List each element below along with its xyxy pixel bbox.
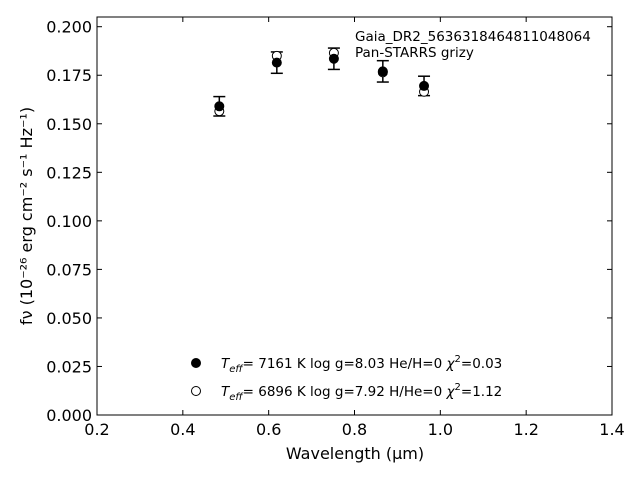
x-tick-label: 0.6 (256, 420, 281, 439)
legend-entry-2-logg: 7.92 (355, 384, 385, 400)
y-tick-label: 0.025 (46, 357, 92, 376)
x-tick-label: 0.4 (170, 420, 195, 439)
object-name-label: Gaia_DR2_5636318464811048064 (355, 29, 591, 45)
x-axis-label: Wavelength (μm) (286, 444, 424, 463)
legend-marker-filled (191, 358, 201, 368)
y-tick-label: 0.050 (46, 309, 92, 328)
y-tick-label: 0.125 (46, 163, 92, 182)
legend-entry-1-logg: 8.03 (355, 356, 385, 372)
x-tick-label: 1.0 (428, 420, 453, 439)
y-tick-label: 0.075 (46, 260, 92, 279)
x-tick-label: 0.2 (84, 420, 109, 439)
filled-circle-point (377, 66, 388, 77)
y-axis-label: fν (10⁻²⁶ erg cm⁻² s⁻¹ Hz⁻¹) (17, 107, 36, 325)
filled-circle-point (214, 101, 225, 112)
plot-frame (96, 16, 613, 416)
legend-marker-open (191, 386, 201, 396)
legend-entry-2-chi2: 1.12 (472, 384, 502, 400)
data-markers (214, 47, 430, 117)
y-tick-label: 0.150 (46, 115, 92, 134)
y-tick-label: 0.100 (46, 212, 92, 231)
y-tick-label: 0.000 (46, 406, 92, 425)
legend-entry-1-chi2: 0.03 (472, 356, 502, 372)
legend-entry-2-teff: 6896 (258, 384, 292, 400)
y-tick-label: 0.175 (46, 66, 92, 85)
tick-labels: 0.2 0.4 0.6 0.8 1.0 1.2 1.4 0.000 0.025 0.050 0.07… (46, 18, 625, 439)
filled-circle-point (271, 57, 282, 68)
x-tick-label: 1.2 (513, 420, 538, 439)
filled-circle-point (328, 53, 339, 64)
x-tick-label: 0.8 (342, 420, 367, 439)
legend-entry-2: Teff= 6896 K log g=7.92 H/He=0 χ2=1.12 (221, 382, 502, 403)
legend: Teff= 7161 K log g=8.03 He/H=0 χ2=0.03 T… (191, 354, 502, 403)
legend-entry-1: Teff= 7161 K log g=8.03 He/H=0 χ2=0.03 (221, 354, 502, 375)
survey-label: Pan-STARRS grizy (355, 45, 474, 61)
x-tick-label: 1.4 (599, 420, 624, 439)
legend-entry-1-comp: He/H=0 (389, 356, 442, 372)
legend-entry-1-teff: 7161 (258, 356, 292, 372)
y-tick-label: 0.200 (46, 18, 92, 37)
legend-entry-2-comp: H/He=0 (389, 384, 442, 400)
filled-circle-point (419, 80, 430, 91)
